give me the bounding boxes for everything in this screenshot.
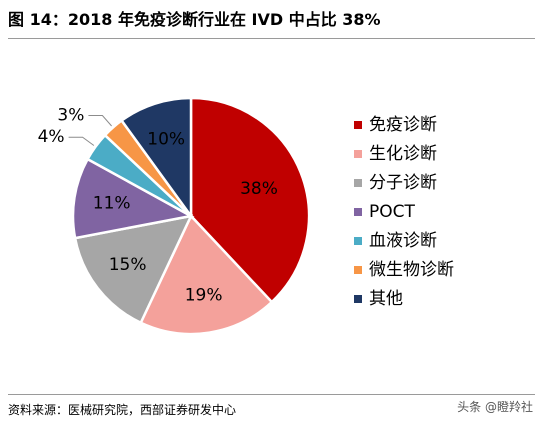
legend-swatch xyxy=(354,266,362,274)
legend-label: 其他 xyxy=(369,289,403,309)
legend-label: 免疫诊断 xyxy=(369,115,437,135)
slice-label: 38% xyxy=(240,179,278,199)
legend-label: 生化诊断 xyxy=(369,144,437,164)
pie-slice xyxy=(73,214,194,325)
watermark: 头条 @瞪羚社 xyxy=(457,400,533,414)
bottom-divider xyxy=(8,394,535,395)
legend-label: 血液诊断 xyxy=(369,231,437,251)
legend-swatch xyxy=(354,208,362,216)
pie-slice xyxy=(189,96,311,304)
legend-label: 分子诊断 xyxy=(369,173,437,193)
top-divider xyxy=(8,38,535,39)
slice-label: 11% xyxy=(93,193,131,213)
leader-line xyxy=(88,115,112,127)
legend-swatch xyxy=(354,237,362,245)
slice-label: 4% xyxy=(38,127,65,147)
legend-label: 微生物诊断 xyxy=(369,260,454,280)
source-note: 资料来源：医械研究院，西部证券研发中心 xyxy=(8,403,237,417)
legend-swatch xyxy=(354,179,362,187)
legend-swatch xyxy=(354,150,362,158)
legend-label: POCT xyxy=(369,202,416,222)
slice-label: 10% xyxy=(147,130,185,150)
pie-slice xyxy=(139,213,274,336)
legend-swatch xyxy=(354,295,362,303)
pie-slice xyxy=(71,157,195,240)
legend-swatch xyxy=(354,121,362,129)
chart-title: 图 14：2018 年免疫诊断行业在 IVD 中占比 38% xyxy=(8,10,381,29)
leader-line xyxy=(68,136,95,146)
pie-slice xyxy=(119,96,193,220)
slice-label: 15% xyxy=(109,255,147,275)
slice-label: 19% xyxy=(185,285,223,305)
slice-label: 3% xyxy=(57,106,84,126)
